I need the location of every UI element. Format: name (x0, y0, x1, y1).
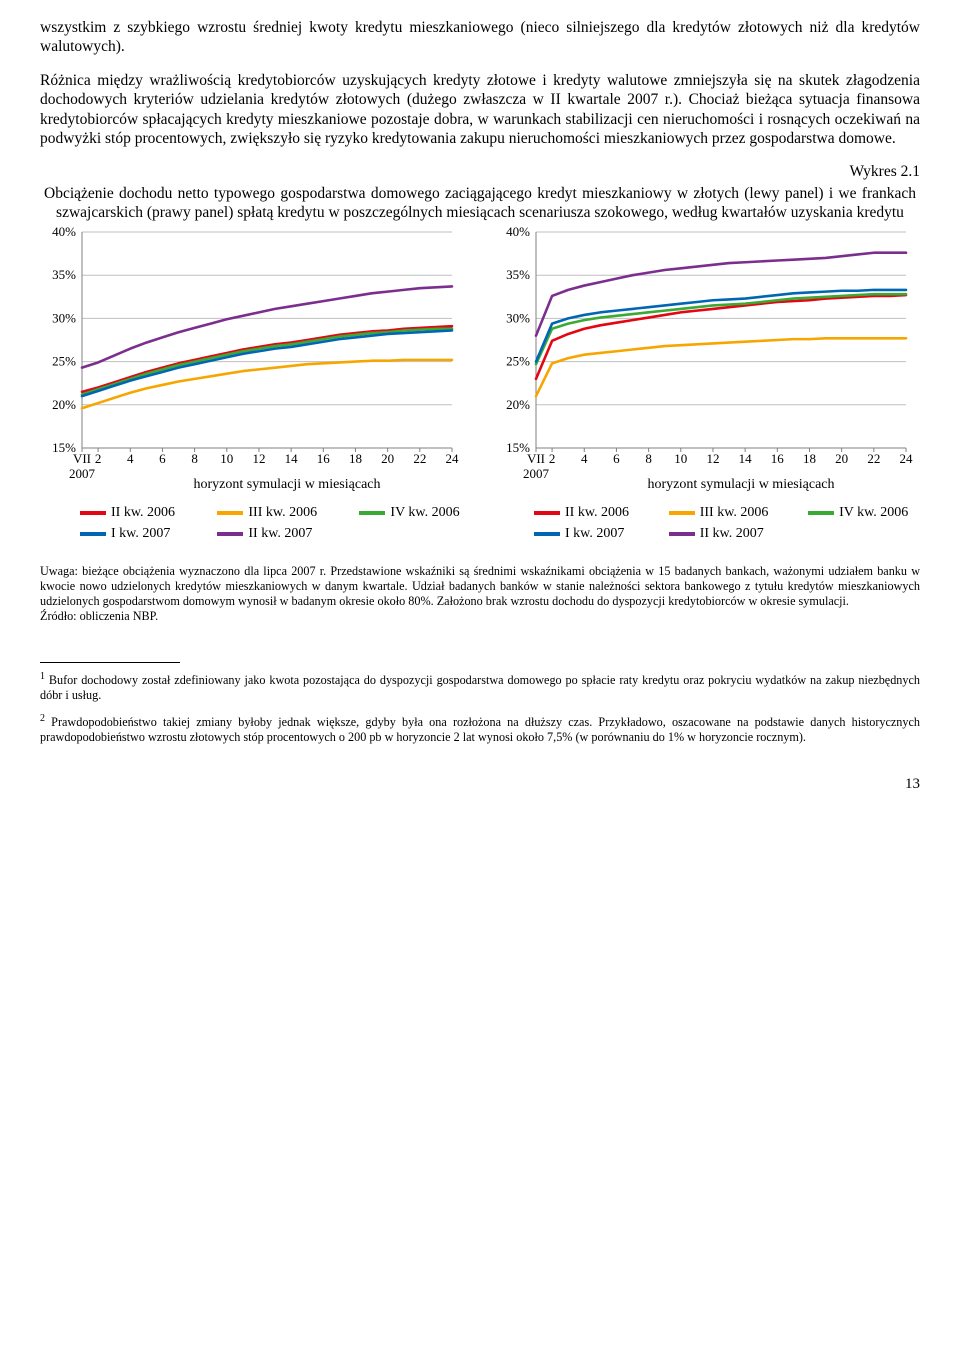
legend-item: III kw. 2006 (669, 504, 780, 522)
page-number: 13 (40, 775, 920, 794)
legend-item: II kw. 2007 (217, 525, 323, 543)
svg-text:horyzont symulacji w miesiącac: horyzont symulacji w miesiącach (648, 477, 835, 492)
svg-text:6: 6 (159, 451, 166, 466)
svg-text:18: 18 (803, 451, 816, 466)
svg-text:16: 16 (317, 451, 331, 466)
svg-text:35%: 35% (52, 268, 76, 283)
footnote-2: 2 Prawdopodobieństwo takiej zmiany byłob… (40, 713, 920, 745)
svg-text:8: 8 (645, 451, 652, 466)
svg-text:2: 2 (549, 451, 556, 466)
svg-text:12: 12 (706, 451, 719, 466)
svg-text:24: 24 (446, 451, 460, 466)
svg-text:30%: 30% (506, 311, 530, 326)
svg-text:4: 4 (127, 451, 134, 466)
paragraph-1: wszystkim z szybkiego wzrostu średniej k… (40, 18, 920, 57)
footnote-separator (40, 662, 180, 663)
svg-text:VII: VII (73, 451, 91, 466)
legend-item: III kw. 2006 (217, 504, 323, 522)
chart-note: Uwaga: bieżące obciążenia wyznaczono dla… (40, 564, 920, 609)
svg-text:35%: 35% (506, 268, 530, 283)
svg-text:20: 20 (835, 451, 848, 466)
legend-item: I kw. 2007 (80, 525, 181, 543)
svg-text:16: 16 (771, 451, 785, 466)
svg-text:horyzont symulacji w miesiącac: horyzont symulacji w miesiącach (194, 477, 381, 492)
svg-text:40%: 40% (52, 226, 76, 239)
svg-text:20: 20 (381, 451, 394, 466)
paragraph-2: Różnica między wrażliwością kredytobiorc… (40, 71, 920, 149)
svg-text:20%: 20% (52, 397, 76, 412)
legend-item: II kw. 2006 (80, 504, 181, 522)
svg-text:30%: 30% (52, 311, 76, 326)
legend-item: I kw. 2007 (534, 525, 641, 543)
svg-text:8: 8 (191, 451, 198, 466)
legend-item: IV kw. 2006 (808, 504, 920, 522)
chart-left: 15%20%25%30%35%40%VII2007246810121416182… (40, 226, 466, 542)
svg-text:6: 6 (613, 451, 620, 466)
svg-text:22: 22 (413, 451, 426, 466)
svg-text:10: 10 (674, 451, 687, 466)
svg-text:25%: 25% (52, 354, 76, 369)
svg-text:VII: VII (527, 451, 545, 466)
footnote-1: 1 Bufor dochodowy został zdefiniowany ja… (40, 671, 920, 703)
svg-text:14: 14 (739, 451, 753, 466)
svg-text:10: 10 (220, 451, 233, 466)
chart-caption: Obciążenie dochodu netto typowego gospod… (44, 184, 916, 223)
legend-left: II kw. 2006 III kw. 2006 IV kw. 2006 I k… (80, 504, 466, 542)
chart-right: 15%20%25%30%35%40%VII2007246810121416182… (494, 226, 920, 542)
svg-text:12: 12 (252, 451, 265, 466)
svg-text:2007: 2007 (523, 466, 550, 481)
svg-text:2007: 2007 (69, 466, 96, 481)
legend-item: IV kw. 2006 (359, 504, 466, 522)
chart-source: Źródło: obliczenia NBP. (40, 609, 920, 624)
chart-panels: 15%20%25%30%35%40%VII2007246810121416182… (40, 226, 920, 542)
legend-item: II kw. 2006 (534, 504, 641, 522)
svg-text:22: 22 (867, 451, 880, 466)
legend-item: II kw. 2007 (669, 525, 780, 543)
svg-text:25%: 25% (506, 354, 530, 369)
chart-number: Wykres 2.1 (40, 162, 920, 181)
svg-text:14: 14 (285, 451, 299, 466)
svg-text:40%: 40% (506, 226, 530, 239)
legend-right: II kw. 2006 III kw. 2006 IV kw. 2006 I k… (534, 504, 920, 542)
svg-text:4: 4 (581, 451, 588, 466)
svg-text:20%: 20% (506, 397, 530, 412)
svg-text:2: 2 (95, 451, 102, 466)
svg-text:24: 24 (900, 451, 914, 466)
svg-text:18: 18 (349, 451, 362, 466)
